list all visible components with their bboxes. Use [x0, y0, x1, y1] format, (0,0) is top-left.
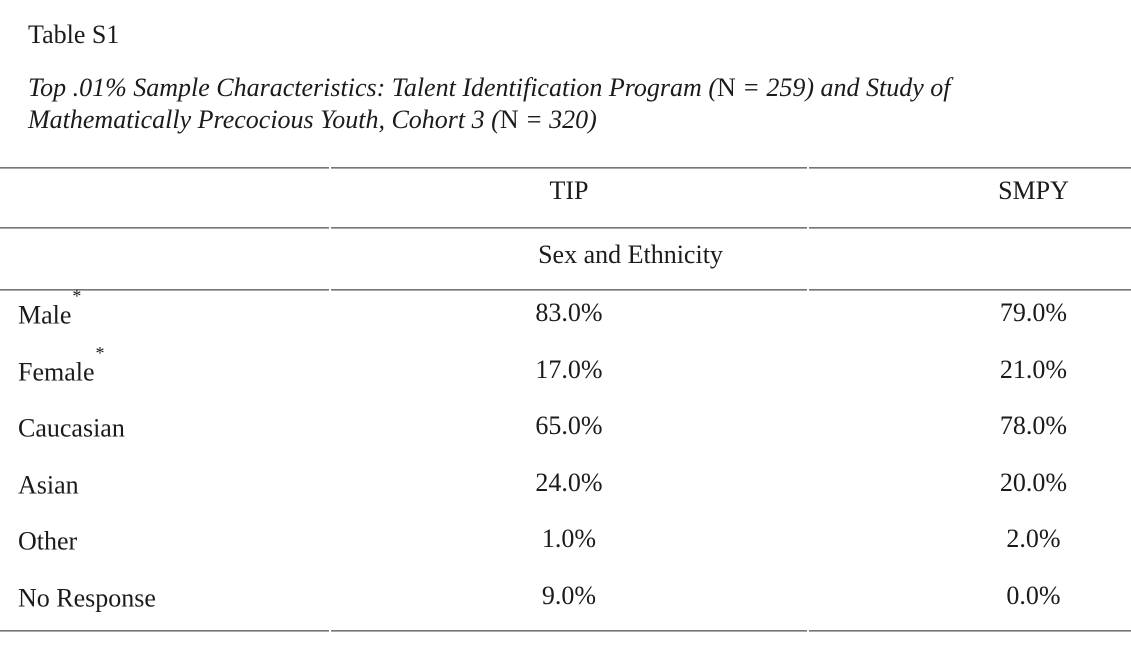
rule-segment	[0, 227, 329, 229]
row-label: Female*	[0, 343, 330, 405]
rule-segment	[331, 227, 807, 229]
section-header: Sex and Ethnicity	[538, 240, 723, 269]
row-label: No Response	[0, 581, 330, 631]
table-rule-under-section	[0, 289, 1131, 291]
rule-segment	[0, 167, 329, 169]
row-label-text: Asian	[18, 470, 79, 500]
tip-value: 24.0%	[535, 467, 603, 497]
rule-segment	[0, 630, 329, 632]
row-label-text: Other	[18, 526, 78, 556]
tip-value: 65.0%	[535, 411, 603, 440]
smpy-value: 2.0%	[1006, 524, 1061, 553]
caption-text: = 320)	[518, 105, 597, 134]
rule-segment	[809, 227, 1131, 229]
row-label: Male*	[0, 286, 330, 348]
tip-value: 9.0%	[541, 580, 597, 610]
table-number: Table S1	[28, 20, 120, 49]
rule-segment	[331, 289, 807, 291]
row-label-text: Female	[18, 357, 95, 387]
rule-segment	[0, 289, 329, 291]
caption-text: Top .01% Sample Characteristics: Talent …	[28, 73, 717, 102]
row-label: Other	[0, 524, 330, 574]
rule-segment	[331, 630, 807, 632]
column-header-smpy: SMPY	[998, 176, 1069, 205]
table-row: Asian 24.0% 20.0%	[0, 461, 1131, 518]
document-page: Table S1 Top .01% Sample Characteristics…	[0, 20, 1131, 632]
table-row: Caucasian 65.0% 78.0%	[0, 404, 1131, 461]
rule-segment	[331, 167, 807, 169]
smpy-value: 78.0%	[999, 411, 1068, 440]
smpy-value: 20.0%	[999, 467, 1068, 497]
row-label-text: No Response	[18, 583, 156, 613]
asterisk-superscript: *	[95, 342, 105, 363]
smpy-value: 0.0%	[1006, 580, 1061, 610]
tip-value: 17.0%	[535, 354, 603, 384]
rule-segment	[809, 630, 1131, 632]
caption-text: Mathematically Precocious Youth, Cohort …	[28, 105, 500, 134]
rule-segment	[809, 167, 1131, 169]
tip-value: 1.0%	[541, 524, 597, 553]
table-row: Other 1.0% 2.0%	[0, 517, 1131, 574]
smpy-value: 21.0%	[999, 354, 1068, 384]
table-rule-bottom	[0, 630, 1131, 632]
row-label-text: Male	[18, 300, 72, 330]
table-row: Male* 83.0% 79.0%	[0, 286, 1131, 348]
table-row: Female* 17.0% 21.0%	[0, 343, 1131, 405]
column-header-tip: TIP	[549, 176, 589, 205]
asterisk-superscript: *	[72, 286, 82, 306]
caption-line-2: Mathematically Precocious Youth, Cohort …	[28, 104, 1103, 136]
header-cell-empty	[0, 176, 330, 227]
row-label-text: Caucasian	[18, 413, 125, 443]
caption-n-symbol: N	[499, 105, 519, 134]
row-label: Asian	[0, 468, 330, 518]
caption-text: = 259) and Study of	[735, 73, 951, 102]
table-row: No Response 9.0% 0.0%	[0, 574, 1131, 631]
rule-segment	[809, 289, 1131, 291]
table-rule-under-header	[0, 227, 1131, 229]
caption-n-symbol: N	[717, 73, 736, 102]
caption-line-1: Top .01% Sample Characteristics: Talent …	[28, 72, 1103, 104]
table-caption: Top .01% Sample Characteristics: Talent …	[28, 72, 1103, 136]
row-label: Caucasian	[0, 411, 330, 461]
smpy-value: 79.0%	[999, 298, 1068, 327]
table-header-row: TIP SMPY	[0, 169, 1131, 227]
table-rule-top	[0, 167, 1131, 169]
tip-value: 83.0%	[535, 298, 603, 327]
